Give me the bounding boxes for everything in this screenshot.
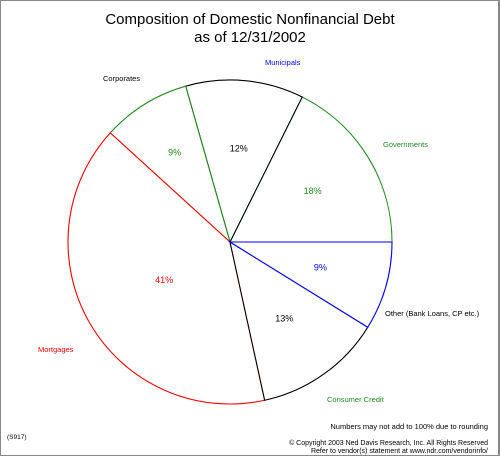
category-label-governments: Governments bbox=[383, 140, 428, 149]
rounding-note: Numbers may not add to 100% due to round… bbox=[330, 422, 488, 431]
pie-slice-other-bank-loans-cp-etc bbox=[184, 79, 303, 244]
pie-slice-consumer-credit bbox=[109, 85, 232, 244]
percent-label-consumer-credit: 9% bbox=[168, 148, 181, 158]
pie-labels: 18% Governments 12% Other (Bank Loans, CP e… bbox=[38, 58, 480, 404]
pie-slice-municipals bbox=[228, 241, 393, 329]
percent-label-governments: 18% bbox=[304, 186, 322, 196]
category-label-municipals: Municipals bbox=[265, 58, 301, 67]
percent-label-other-bank-loans-cp-etc: 12% bbox=[230, 143, 248, 153]
category-label-consumer-credit: Consumer Credit bbox=[327, 395, 385, 404]
chart-id: (S917) bbox=[7, 434, 27, 441]
vendor-disclaimer: Refer to vendor(s) statement at www.ndr.… bbox=[310, 448, 488, 455]
pie-slice-governments bbox=[229, 96, 393, 243]
chart-title: Composition of Domestic Nonfinancial Deb… bbox=[105, 11, 395, 28]
percent-label-mortgages: 41% bbox=[155, 275, 173, 285]
pie-slices bbox=[67, 79, 393, 405]
pie-slice-corporates bbox=[229, 240, 369, 401]
percent-label-corporates: 13% bbox=[275, 314, 293, 324]
category-label-mortgages: Mortgages bbox=[38, 345, 74, 354]
pie-slice-mortgages bbox=[67, 132, 266, 405]
chart-subtitle: as of 12/31/2002 bbox=[194, 29, 306, 46]
category-label-other-bank-loans-cp-etc: Other (Bank Loans, CP etc.) bbox=[385, 309, 480, 318]
percent-label-municipals: 9% bbox=[314, 263, 327, 273]
category-label-corporates: Corporates bbox=[103, 74, 140, 83]
copyright-notice: © Copyright 2003 Ned Davis Research, Inc… bbox=[289, 440, 488, 447]
